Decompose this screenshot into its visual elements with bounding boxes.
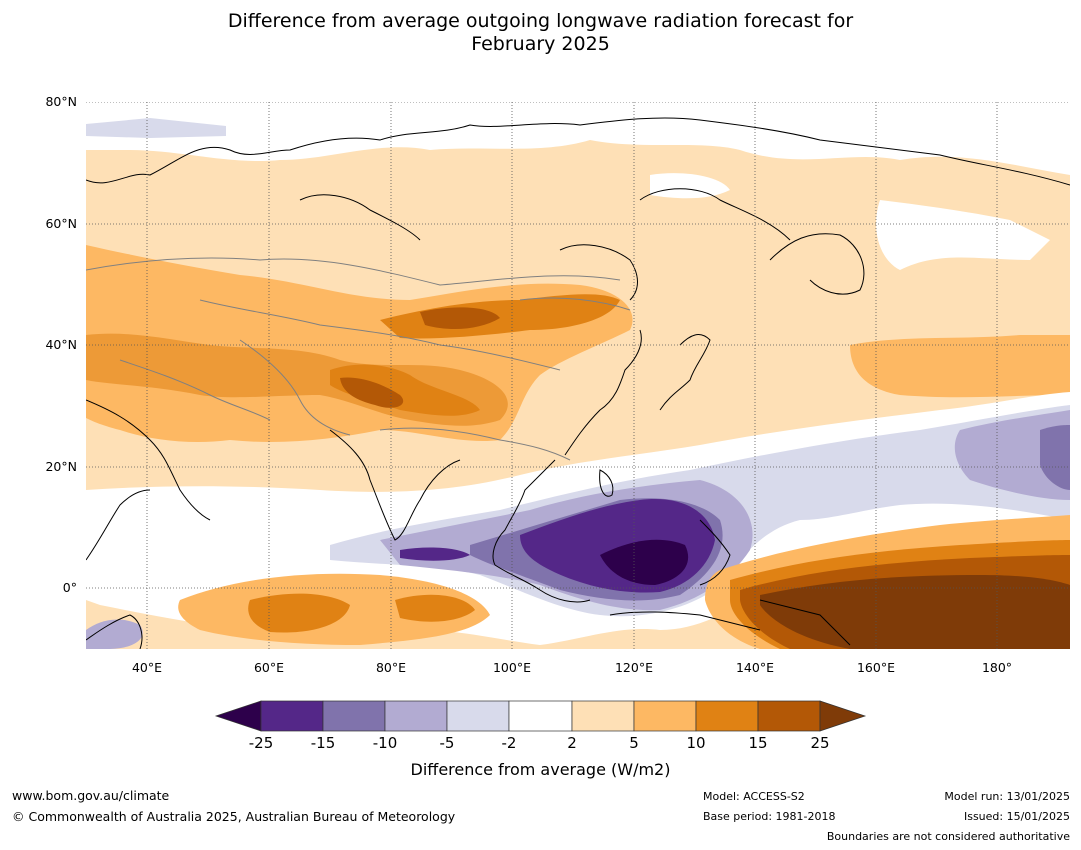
- mongolia-positive-anomaly-15: [420, 307, 500, 330]
- colorbar-bin-5: [508, 700, 573, 732]
- tibet-positive-anomaly-15: [340, 377, 404, 408]
- lon-label-160e: 160°E: [857, 660, 895, 675]
- colorbar-tick-2: -15: [311, 734, 336, 752]
- lat-label-40n: 40°N: [45, 337, 77, 352]
- madagascar-negative-anomaly: [86, 619, 143, 649]
- western-pacific-negative-anomaly-10: [1040, 425, 1070, 490]
- lon-label-120e: 120°E: [615, 660, 653, 675]
- boundary-disclaimer: Boundaries are not considered authoritat…: [826, 830, 1070, 843]
- bay-of-bengal-negative-anomaly-15: [400, 547, 470, 561]
- colorbar-tick-6: 2: [567, 734, 577, 752]
- base-period: Base period: 1981-2018: [703, 810, 836, 823]
- tibet-positive-anomaly-10: [330, 364, 480, 416]
- colorbar-tick-1: -25: [249, 734, 274, 752]
- colorbar-tick-3: -10: [373, 734, 398, 752]
- lon-label-140e: 140°E: [736, 660, 774, 675]
- north-pacific-positive-anomaly: [850, 335, 1070, 398]
- philippines-negative-anomaly-25: [600, 539, 689, 585]
- south-indian-ocean-positive-anomaly-10-east: [395, 594, 475, 622]
- colorbar: [214, 700, 867, 732]
- south-indian-ocean-positive-anomaly-10-west: [248, 593, 350, 633]
- colorbar-bin-7: [633, 700, 697, 732]
- colorbar-bin-8: [695, 700, 759, 732]
- lon-label-60e: 60°E: [254, 660, 284, 675]
- colorbar-over-extension: [819, 700, 867, 732]
- lon-label-100e: 100°E: [493, 660, 531, 675]
- lat-axis-labels: 80°N 60°N 40°N 20°N 0°: [45, 94, 77, 595]
- website-link[interactable]: www.bom.gov.au/climate: [12, 788, 170, 803]
- title-line-1: Difference from average outgoing longwav…: [227, 10, 854, 32]
- colorbar-bin-9: [757, 700, 821, 732]
- model-run-date: Model run: 13/01/2025: [944, 790, 1070, 803]
- colorbar-bin-3: [384, 700, 448, 732]
- south-pacific-positive-anomaly-25: [760, 575, 1070, 649]
- map-panel: [86, 102, 1070, 649]
- colorbar-tick-10: 25: [810, 734, 829, 752]
- colorbar-label: Difference from average (W/m2): [410, 760, 671, 779]
- lat-label-60n: 60°N: [45, 216, 77, 231]
- lon-axis-labels: 40°E 60°E 80°E 100°E 120°E 140°E 160°E 1…: [132, 660, 1012, 675]
- colorbar-bin-4: [446, 700, 510, 732]
- lat-label-80n: 80°N: [45, 94, 77, 109]
- lat-label-20n: 20°N: [45, 459, 77, 474]
- bering-neutral-zone: [876, 200, 1050, 270]
- issued-date: Issued: 15/01/2025: [963, 810, 1070, 823]
- lat-label-0: 0°: [63, 580, 77, 595]
- map-title: Difference from average outgoing longwav…: [0, 10, 1081, 56]
- colorbar-ticks: -25 -15 -10 -5 -2 2 5 10 15 25: [249, 734, 830, 752]
- colorbar-tick-5: -2: [502, 734, 517, 752]
- model-name: Model: ACCESS-S2: [703, 790, 805, 803]
- colorbar-under-extension: [214, 700, 262, 732]
- copyright-text: © Commonwealth of Australia 2025, Austra…: [12, 809, 456, 824]
- siberia-neutral-patch: [650, 173, 730, 199]
- barents-negative-anomaly: [86, 118, 226, 138]
- colorbar-bin-2: [322, 700, 386, 732]
- colorbar-tick-9: 15: [748, 734, 767, 752]
- colorbar-tick-8: 10: [686, 734, 705, 752]
- arctic-neutral-zone: [86, 102, 1070, 175]
- country-boundaries: [86, 257, 631, 461]
- lon-label-180: 180°: [982, 660, 1012, 675]
- lon-label-80e: 80°E: [376, 660, 406, 675]
- colorbar-tick-7: 5: [629, 734, 639, 752]
- gridlines: [86, 102, 1070, 649]
- colorbar-bin-1: [260, 700, 324, 732]
- lon-label-40e: 40°E: [132, 660, 162, 675]
- colorbar-bin-6: [571, 700, 635, 732]
- colorbar-tick-4: -5: [440, 734, 455, 752]
- title-line-2: February 2025: [471, 33, 610, 55]
